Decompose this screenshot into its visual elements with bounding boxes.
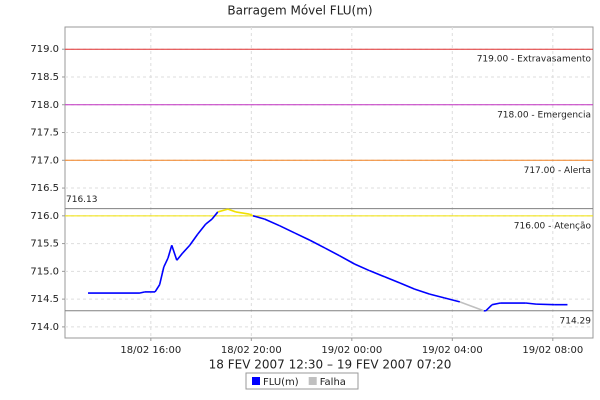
line-segment	[279, 225, 296, 234]
reference-label: 717.00 - Alerta	[524, 166, 591, 176]
line-segment	[167, 245, 173, 259]
line-segment	[414, 288, 430, 295]
line-segment	[429, 293, 445, 299]
line-segment	[324, 247, 341, 257]
legend-label: Falha	[320, 377, 346, 388]
legend-box	[245, 372, 359, 390]
x-tick-label: 18/02 20:00	[221, 345, 282, 356]
line-segment	[264, 218, 281, 227]
line-segment	[176, 252, 184, 261]
line-segment	[252, 215, 265, 220]
line-segment	[309, 239, 326, 249]
y-tick-label: 715.5	[30, 239, 59, 250]
reference-label: 719.00 - Extravasamento	[477, 55, 592, 65]
chart-title: Barragem Móvel FLU(m)	[227, 4, 372, 18]
y-tick-label: 718.0	[30, 100, 59, 111]
line-segment	[205, 218, 213, 225]
reference-label: 716.13	[66, 195, 98, 205]
y-tick-label: 718.5	[30, 72, 59, 83]
line-segment	[339, 255, 356, 265]
y-tick-label: 716.0	[30, 211, 59, 222]
line-segment	[235, 211, 250, 215]
line-segment	[189, 233, 199, 246]
line-segment	[399, 282, 415, 290]
x-tick-label: 19/02 04:00	[422, 345, 483, 356]
line-segment	[491, 302, 501, 306]
line-segment	[182, 244, 191, 254]
y-tick-label: 717.0	[30, 155, 59, 166]
line-segment	[171, 245, 178, 261]
y-tick-label: 717.5	[30, 128, 59, 139]
line-segment	[211, 211, 219, 220]
legend-swatch	[308, 377, 317, 385]
reference-label: 716.00 - Atenção	[514, 221, 592, 231]
x-axis-label: 18 FEV 2007 12:30 – 19 FEV 2007 07:20	[209, 358, 452, 372]
line-segment	[444, 297, 461, 303]
reference-label: 718.00 - Emergencia	[497, 110, 591, 120]
x-tick-label: 19/02 00:00	[321, 345, 382, 356]
y-tick-label: 719.0	[30, 44, 59, 55]
line-segment	[369, 270, 386, 278]
legend-label: FLU(m)	[263, 377, 299, 388]
x-tick-label: 19/02 08:00	[522, 345, 583, 356]
line-segment	[459, 301, 484, 312]
y-tick-label: 715.0	[30, 266, 59, 277]
line-segment	[536, 303, 555, 306]
line-segment	[163, 257, 169, 268]
plot-area	[64, 26, 594, 339]
line-segment	[249, 213, 254, 217]
line-segment	[354, 263, 371, 272]
y-tick-label: 714.0	[30, 322, 59, 333]
y-tick-label: 716.5	[30, 183, 59, 194]
y-tick-label: 714.5	[30, 294, 59, 305]
line-segment	[154, 284, 161, 293]
line-segment	[227, 208, 237, 213]
line-segment	[525, 302, 537, 305]
line-segment	[294, 232, 311, 241]
line-segment	[158, 266, 165, 285]
line-segment	[217, 208, 229, 213]
line-segment	[197, 223, 207, 235]
line-segment	[139, 291, 146, 294]
x-tick-label: 18/02 16:00	[120, 345, 181, 356]
legend-swatch	[252, 377, 260, 385]
line-segment	[384, 276, 401, 284]
reference-label: 714.29	[560, 316, 592, 326]
line-segment	[485, 304, 493, 312]
